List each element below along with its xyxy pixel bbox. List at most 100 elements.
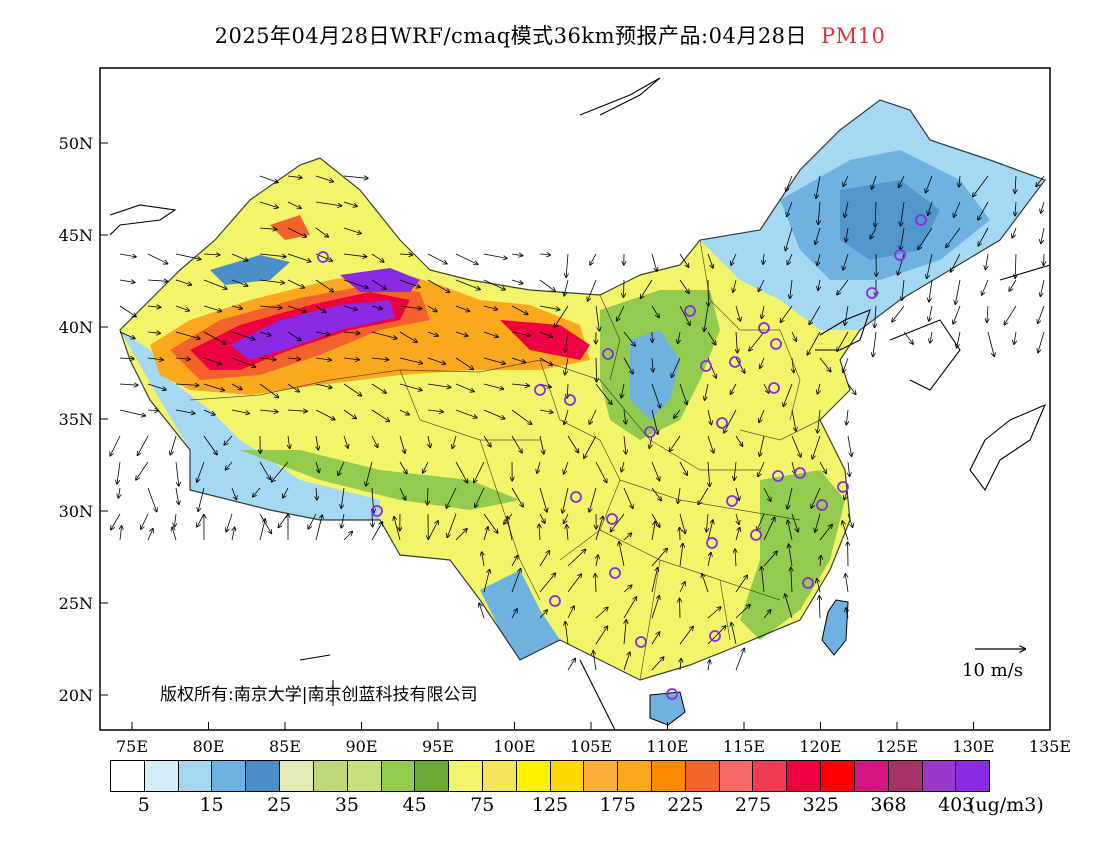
wind-arrow	[1036, 175, 1045, 186]
wind-arrow	[957, 331, 961, 348]
station-marker	[606, 513, 618, 525]
legend-swatch	[144, 761, 179, 791]
wind-arrow	[900, 227, 905, 250]
wind-arrow	[1038, 331, 1045, 353]
wind-arrow	[641, 279, 653, 298]
wind-arrow	[259, 410, 278, 412]
wind-arrow	[554, 305, 569, 327]
wind-arrow	[757, 513, 765, 531]
wind-arrow	[399, 383, 422, 390]
wind-arrow	[982, 279, 989, 295]
wind-arrow	[483, 513, 498, 533]
wind-arrow	[735, 605, 750, 619]
wind-arrow	[316, 435, 318, 450]
wind-arrow	[678, 487, 680, 503]
wind-arrow	[763, 551, 777, 567]
wind-arrow	[564, 279, 569, 296]
station-marker	[609, 567, 621, 579]
wind-arrow	[567, 659, 575, 671]
wind-arrow	[593, 651, 597, 671]
wind-arrow	[790, 279, 792, 298]
wind-arrow	[288, 435, 290, 448]
wind-arrow	[733, 279, 737, 292]
wind-arrow	[287, 279, 304, 288]
wind-arrow	[670, 435, 681, 451]
lon-label: 75E	[116, 737, 148, 756]
wind-arrow	[315, 227, 328, 237]
wind-arrow	[731, 253, 737, 265]
wind-arrow	[786, 175, 793, 191]
pollutant-label: PM10	[821, 24, 886, 48]
wind-arrow	[595, 517, 603, 541]
wind-arrow	[735, 528, 740, 541]
wind-arrow	[565, 357, 569, 375]
wind-arrow	[479, 603, 485, 619]
wind-arrow	[762, 305, 765, 318]
wind-arrow	[819, 596, 820, 619]
wind-arrow	[343, 176, 368, 178]
wind-arrow	[623, 279, 624, 297]
wind-arrow	[343, 201, 357, 206]
wind-arrow	[315, 305, 326, 313]
hainan-island	[649, 691, 686, 726]
wind-arrow	[702, 574, 709, 593]
wind-arrow	[705, 383, 709, 400]
wind-arrow	[595, 608, 608, 619]
wind-arrow	[679, 305, 690, 325]
wind-arrow	[119, 358, 134, 359]
wind-arrow	[539, 487, 547, 512]
wind-arrow	[483, 409, 505, 419]
wind-arrow	[455, 331, 468, 336]
wind-arrow	[595, 574, 596, 593]
wind-arrow	[371, 279, 386, 289]
wind-arrow	[110, 435, 121, 456]
wind-arrow	[1040, 279, 1045, 296]
wind-arrow	[1015, 253, 1016, 278]
wind-arrow	[343, 435, 348, 448]
wind-arrow	[203, 383, 224, 390]
wind-arrow	[175, 487, 179, 504]
wind-arrow	[1015, 175, 1016, 193]
wind-arrow	[399, 487, 406, 500]
lat-label: 25N	[59, 594, 93, 613]
wind-arrow	[315, 201, 342, 206]
legend-swatch	[280, 761, 314, 791]
wind-arrow	[788, 520, 793, 541]
wind-arrow	[651, 253, 657, 271]
legend-swatch	[347, 761, 382, 791]
station-marker	[709, 630, 721, 642]
wind-arrow	[427, 410, 443, 412]
wind-arrow	[483, 383, 503, 389]
wind-arrow	[707, 626, 726, 645]
wind-arrow	[735, 305, 740, 321]
color-legend-bar	[110, 760, 990, 792]
legend-swatch	[313, 761, 348, 791]
wind-arrow	[1038, 305, 1045, 323]
wind-arrow	[707, 520, 713, 541]
wind-arrow	[427, 253, 447, 264]
lat-label: 20N	[59, 686, 93, 705]
wind-arrow	[399, 409, 409, 415]
wind-arrow	[175, 253, 201, 259]
wind-arrow	[621, 383, 625, 398]
wind-arrow	[589, 409, 597, 424]
latitude-axis: 50N 45N 40N 35N 30N 25N 20N	[59, 134, 108, 705]
lon-label: 90E	[345, 737, 377, 756]
legend-label: 125	[531, 794, 569, 816]
wind-arrow	[203, 254, 220, 255]
wind-arrow	[175, 279, 191, 285]
wind-arrow	[394, 517, 401, 541]
wind-arrow	[680, 599, 681, 619]
wind-arrow	[707, 553, 711, 567]
wind-arrow	[842, 521, 849, 541]
wind-arrow	[511, 569, 521, 593]
wind-arrow	[807, 331, 821, 355]
wind-arrow	[232, 527, 235, 541]
wind-arrow	[763, 253, 764, 264]
wind-arrow	[203, 305, 221, 311]
wind-arrow	[423, 461, 429, 473]
wind-arrow	[539, 524, 540, 541]
legend-swatch	[854, 761, 889, 791]
wind-arrow	[651, 632, 660, 645]
legend-swatch	[685, 761, 720, 791]
